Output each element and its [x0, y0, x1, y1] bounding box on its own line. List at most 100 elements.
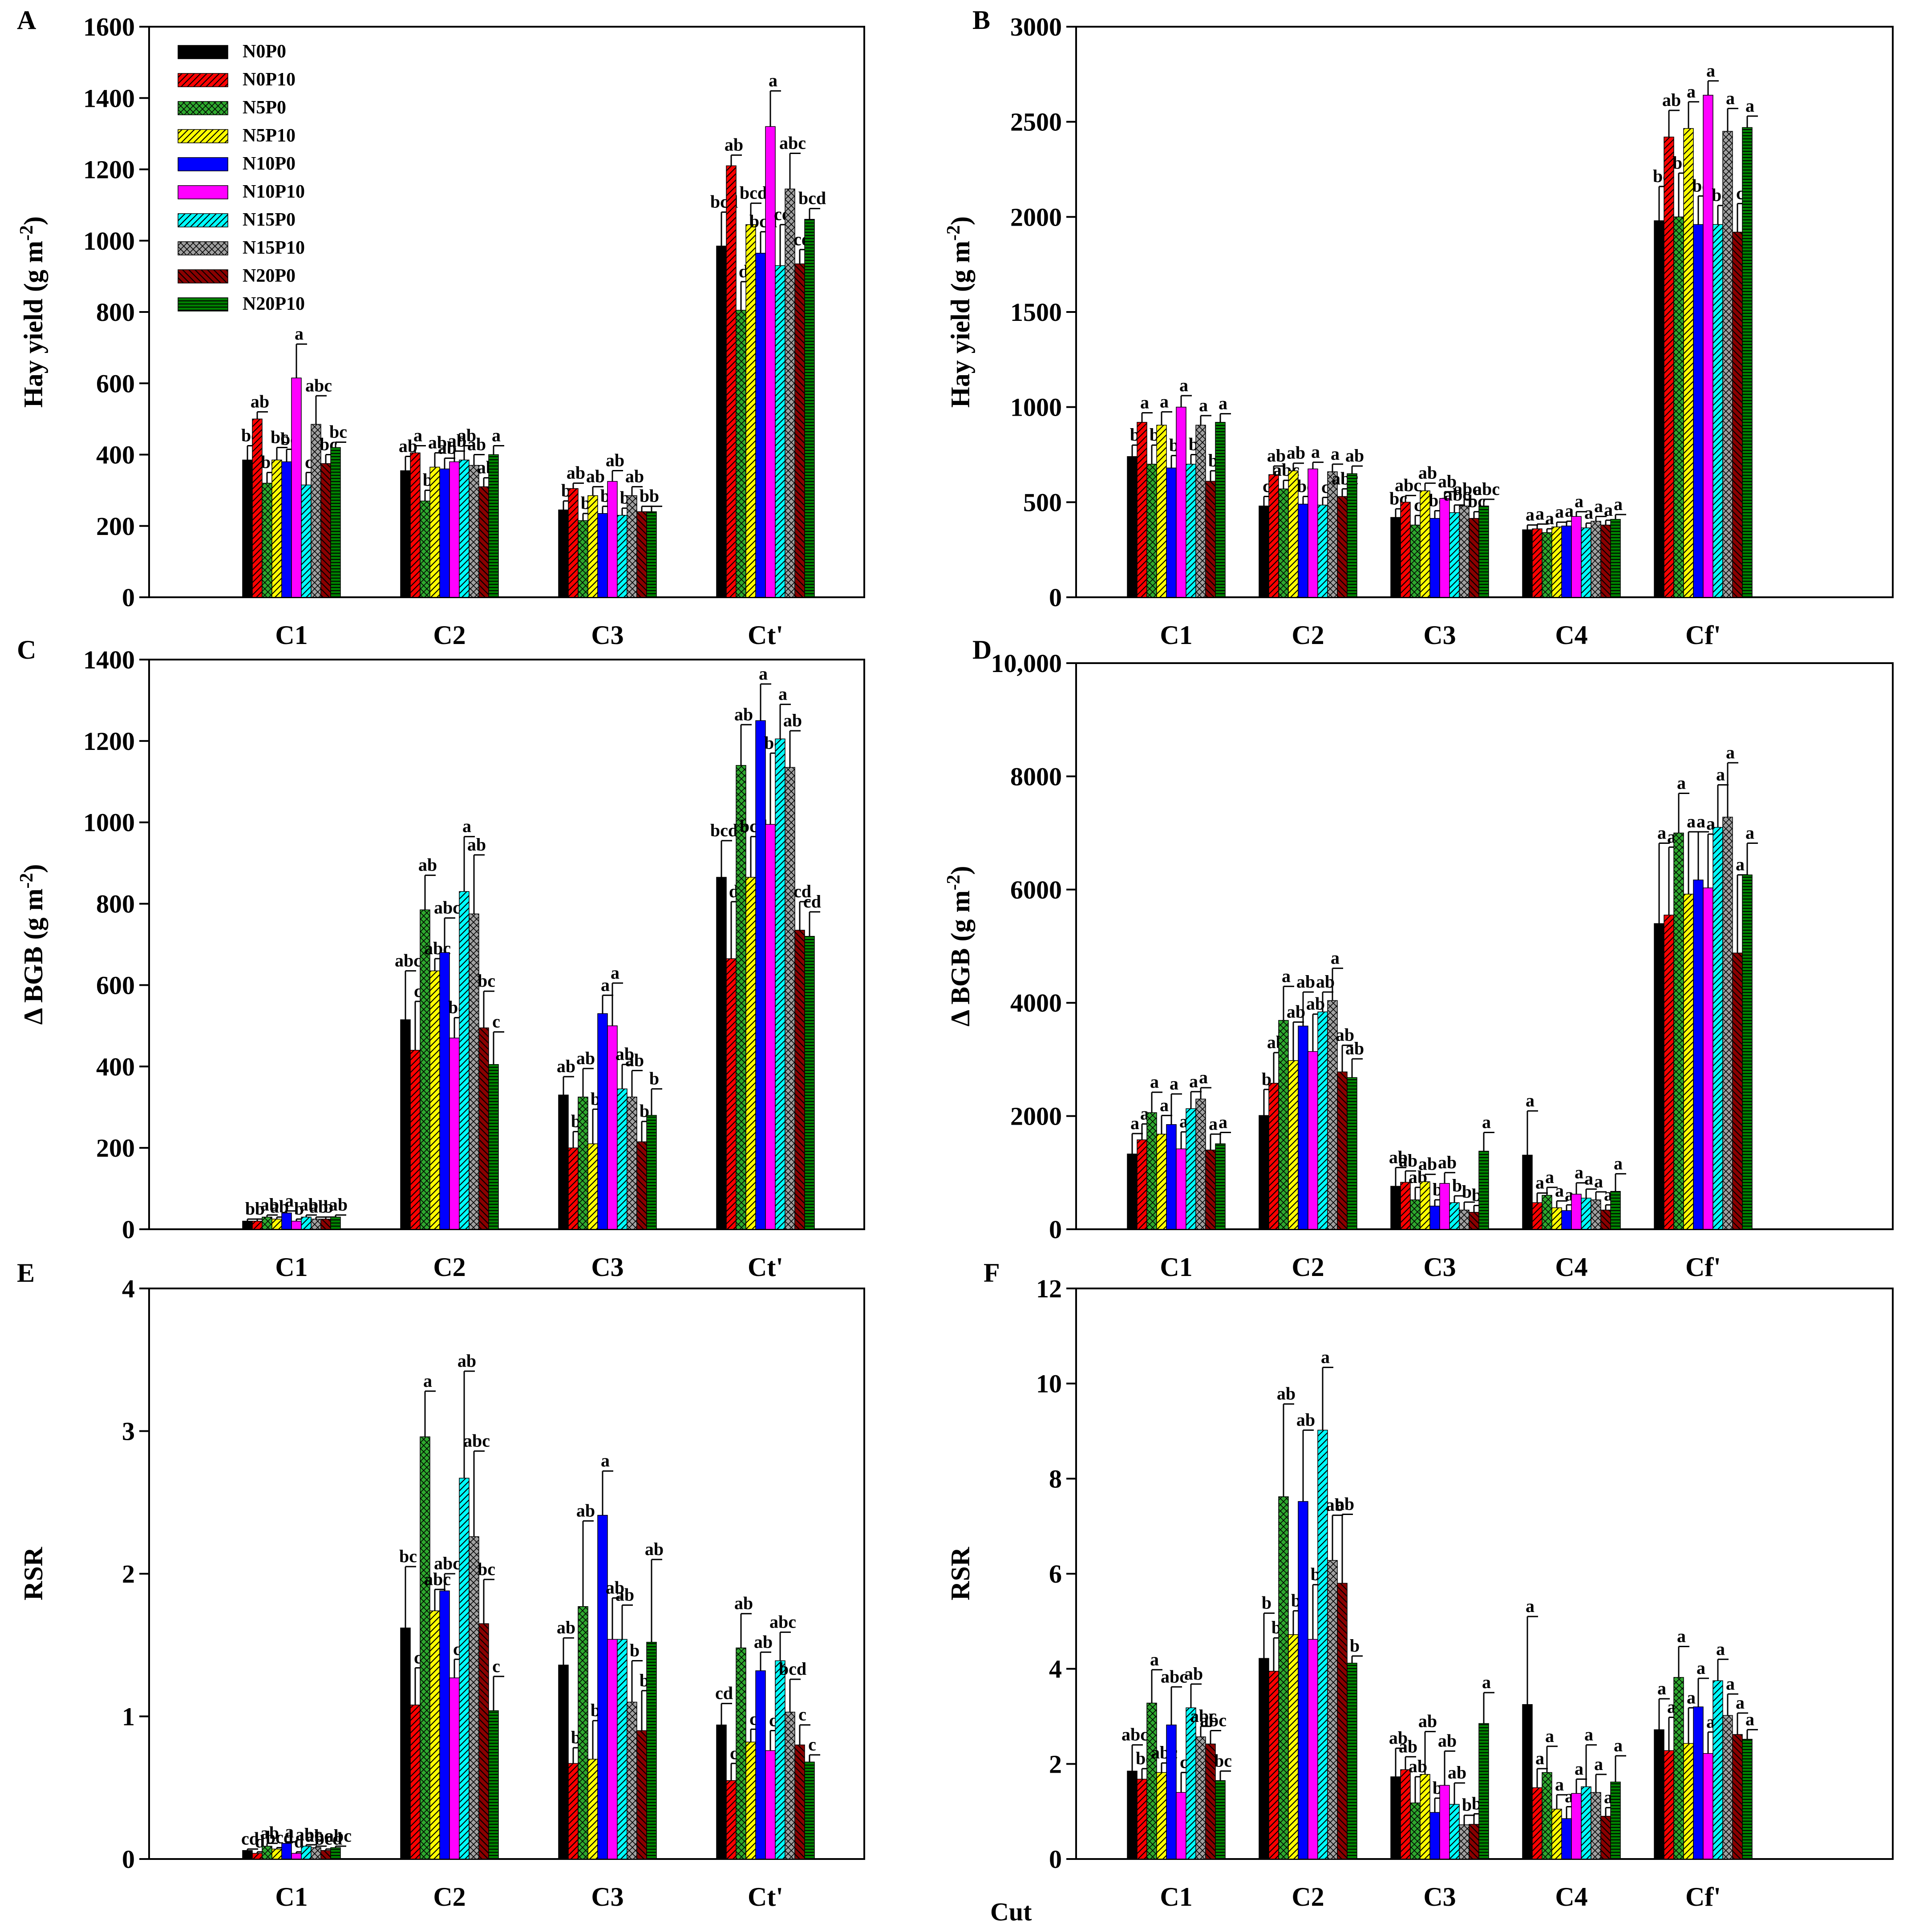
- x-category-label: C3: [591, 620, 624, 650]
- significance-letter: b: [649, 1069, 659, 1089]
- bar-N15P0: [459, 891, 470, 1230]
- panel-letter-C: C: [17, 635, 36, 664]
- bar-N15P10: [311, 1219, 321, 1230]
- bar-N0P0: [1390, 517, 1401, 598]
- significance-letter: ab: [576, 1048, 595, 1068]
- significance-letter: a: [1331, 948, 1340, 968]
- bar-N15P0: [1449, 1804, 1460, 1859]
- legend-swatch-N20P10: [178, 297, 228, 312]
- y-tick-label: 1000: [1010, 393, 1062, 422]
- bar-N0P0: [1127, 456, 1138, 598]
- significance-letter: ab: [300, 1195, 318, 1215]
- bar-N10P10: [1703, 887, 1713, 1230]
- legend-label: N10P0: [243, 154, 296, 174]
- bar-N0P10: [726, 165, 737, 598]
- bar-N15P10: [469, 465, 479, 598]
- y-tick-label: 1400: [83, 84, 135, 113]
- significance-letter: ab: [557, 1617, 575, 1637]
- bar-N10P10: [765, 1750, 776, 1859]
- significance-letter: a: [1150, 1649, 1159, 1669]
- bar-N15P10: [1459, 1824, 1470, 1859]
- bar-N0P0: [1259, 1115, 1269, 1230]
- y-tick-label: 3: [122, 1417, 135, 1446]
- significance-letter: a: [1677, 773, 1686, 793]
- bar-N10P0: [439, 952, 450, 1230]
- bar-N0P10: [410, 1705, 421, 1859]
- bar-N15P0: [1713, 1680, 1723, 1859]
- y-tick-label: 4: [1049, 1655, 1062, 1684]
- bar-N15P10: [627, 1097, 637, 1230]
- bar-N10P0: [1693, 1706, 1704, 1859]
- bar-N5P0: [1542, 1195, 1552, 1230]
- bar-N5P0: [736, 310, 746, 598]
- y-tick-label: 2000: [1010, 1102, 1062, 1131]
- legend-label: N20P10: [243, 294, 305, 314]
- bar-N20P0: [478, 1027, 489, 1230]
- legend-swatch-N0P0: [178, 45, 228, 59]
- y-tick-label: 1: [122, 1702, 135, 1731]
- bar-N15P10: [1591, 521, 1601, 598]
- bar-N0P10: [568, 1147, 579, 1230]
- bar-N20P0: [794, 263, 805, 598]
- significance-letter: a: [1555, 1774, 1564, 1794]
- y-tick-label: 400: [96, 1052, 135, 1081]
- bar-N15P0: [301, 1216, 312, 1230]
- bar-N0P10: [726, 1780, 737, 1859]
- y-tick-label: 12: [1036, 1274, 1062, 1303]
- significance-letter: a: [1170, 1073, 1178, 1094]
- bar-N5P0: [420, 1436, 430, 1859]
- bar-N10P0: [597, 1013, 608, 1230]
- x-category-label: C3: [591, 1882, 624, 1912]
- bar-N20P10: [1347, 473, 1357, 598]
- y-tick-label: 0: [1049, 1215, 1062, 1244]
- bar-N15P10: [785, 767, 795, 1230]
- bar-N10P10: [291, 377, 302, 598]
- significance-letter: abc: [325, 1826, 352, 1846]
- legend-label: N15P10: [243, 238, 305, 258]
- significance-letter: ab: [625, 1050, 644, 1070]
- bar-N20P10: [1742, 1739, 1753, 1859]
- legend-label: N15P0: [243, 210, 296, 230]
- significance-letter: a: [1594, 1754, 1603, 1774]
- bar-N20P0: [636, 511, 647, 598]
- significance-letter: a: [1535, 503, 1544, 523]
- bar-N10P0: [1166, 467, 1177, 598]
- bar-N0P0: [716, 246, 727, 598]
- bar-N15P0: [459, 459, 470, 598]
- significance-letter: a: [1736, 1693, 1745, 1713]
- bar-N10P10: [1308, 468, 1318, 598]
- y-axis-label: Δ BGB (g m-2): [16, 864, 48, 1025]
- bar-N15P10: [627, 1701, 637, 1859]
- significance-letter: ab: [1316, 972, 1335, 992]
- bar-N5P10: [1683, 894, 1694, 1230]
- significance-letter: ab: [1306, 994, 1325, 1014]
- bar-N0P10: [1400, 1182, 1411, 1230]
- bar-N20P10: [1742, 127, 1753, 598]
- significance-letter: a: [423, 1371, 432, 1391]
- x-category-label: C2: [433, 620, 466, 650]
- x-category-label: C4: [1555, 620, 1587, 650]
- significance-letter: bcd: [710, 820, 738, 840]
- bar-N0P10: [1664, 915, 1674, 1230]
- significance-letter: ab: [1418, 1154, 1437, 1174]
- y-tick-label: 0: [122, 1845, 135, 1874]
- significance-letter: abc: [434, 1553, 461, 1573]
- bar-N15P0: [1581, 1786, 1591, 1859]
- significance-letter: bcd: [798, 188, 826, 208]
- significance-letter: b: [255, 1199, 265, 1219]
- significance-letter: a: [295, 324, 304, 344]
- bar-N5P10: [429, 970, 440, 1230]
- bar-N20P10: [1610, 519, 1621, 598]
- legend-label: N5P0: [243, 97, 286, 118]
- significance-letter: ab: [1409, 1756, 1427, 1776]
- significance-letter: a: [1555, 502, 1564, 522]
- bar-N5P0: [1146, 1112, 1157, 1230]
- significance-letter: a: [1482, 1672, 1491, 1692]
- significance-letter: ab: [725, 134, 743, 154]
- significance-letter: a: [1535, 1173, 1544, 1193]
- x-category-label: C1: [1160, 620, 1192, 650]
- bar-N5P0: [578, 1606, 588, 1859]
- bar-N15P10: [785, 1712, 795, 1859]
- bar-N15P0: [775, 1660, 785, 1859]
- bar-N0P10: [410, 452, 421, 598]
